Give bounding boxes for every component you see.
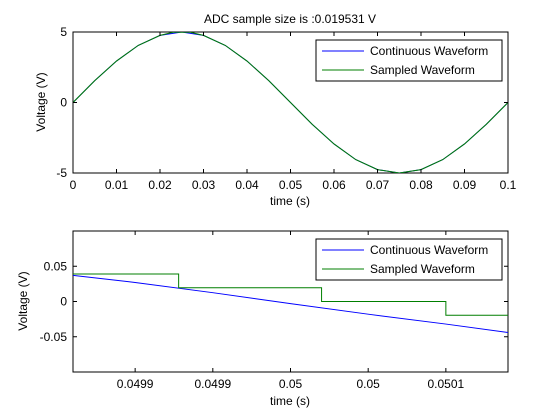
top-y-tick-label: 0 xyxy=(60,96,67,110)
top-x-tick-label: 0.06 xyxy=(322,178,346,192)
bottom-x-tick-label: 0.05 xyxy=(279,377,303,391)
bottom-x-tick-label: 0.0499 xyxy=(194,377,231,391)
top-x-tick-label: 0 xyxy=(70,178,77,192)
top-legend-label-continuous: Continuous Waveform xyxy=(370,44,488,58)
top-x-tick-label: 0.1 xyxy=(500,178,517,192)
bottom-y-tick-label: 0.05 xyxy=(44,259,68,273)
top-x-tick-label: 0.09 xyxy=(453,178,477,192)
top-legend-box xyxy=(315,39,503,82)
top-x-tick-label: 0.01 xyxy=(105,178,129,192)
top-x-axis-label: time (s) xyxy=(270,194,310,208)
top-x-tick-label: 0.03 xyxy=(192,178,216,192)
bottom-axes: 0.0499 0.0499 0.05 0.05 0.0501 -0.05 0 0.05 ti… xyxy=(16,230,509,408)
bottom-y-ticks: -0.05 0 0.05 xyxy=(40,259,508,344)
bottom-legend-label-continuous: Continuous Waveform xyxy=(370,243,488,257)
top-x-tick-label: 0.02 xyxy=(148,178,172,192)
bottom-y-axis-label: Voltage (V) xyxy=(16,271,30,330)
bottom-series-sampled-line xyxy=(73,273,508,330)
bottom-x-tick-label: 0.0501 xyxy=(428,377,465,391)
bottom-x-tick-label: 0.05 xyxy=(356,377,380,391)
top-x-tick-label: 0.08 xyxy=(409,178,433,192)
bottom-legend-box xyxy=(315,238,503,281)
bottom-y-tick-label: -0.05 xyxy=(40,330,68,344)
top-x-tick-label: 0.07 xyxy=(366,178,390,192)
top-axes: 0 0.01 0.02 0.03 0.04 0.05 0.06 0.07 0.08 0.09 0.1… xyxy=(34,12,517,208)
top-x-ticks: 0 0.01 0.02 0.03 0.04 0.05 0.06 0.07 0.08 0.09 0.1 xyxy=(70,32,517,192)
top-plot-area xyxy=(73,32,508,173)
bottom-x-axis-label: time (s) xyxy=(270,394,310,408)
bottom-y-tick-label: 0 xyxy=(60,295,67,309)
bottom-x-tick-label: 0.0499 xyxy=(117,377,154,391)
top-legend-label-sampled: Sampled Waveform xyxy=(370,63,475,77)
top-y-ticks: -5 0 5 xyxy=(56,25,508,180)
top-x-tick-label: 0.04 xyxy=(235,178,259,192)
bottom-x-ticks: 0.0499 0.0499 0.05 0.05 0.0501 xyxy=(117,231,465,391)
top-x-tick-label: 0.05 xyxy=(279,178,303,192)
top-series-sampled-line xyxy=(73,32,508,173)
bottom-series-continuous-line xyxy=(73,274,508,334)
bottom-plot-area xyxy=(73,273,508,334)
top-y-tick-label: -5 xyxy=(56,166,67,180)
top-chart-title: ADC sample size is :0.019531 V xyxy=(204,12,376,26)
bottom-legend-label-sampled: Sampled Waveform xyxy=(370,262,475,276)
top-y-axis-label: Voltage (V) xyxy=(34,72,48,131)
top-y-tick-label: 5 xyxy=(60,25,67,39)
bottom-legend: Continuous Waveform Sampled Waveform xyxy=(315,238,503,281)
top-legend: Continuous Waveform Sampled Waveform xyxy=(315,39,503,82)
